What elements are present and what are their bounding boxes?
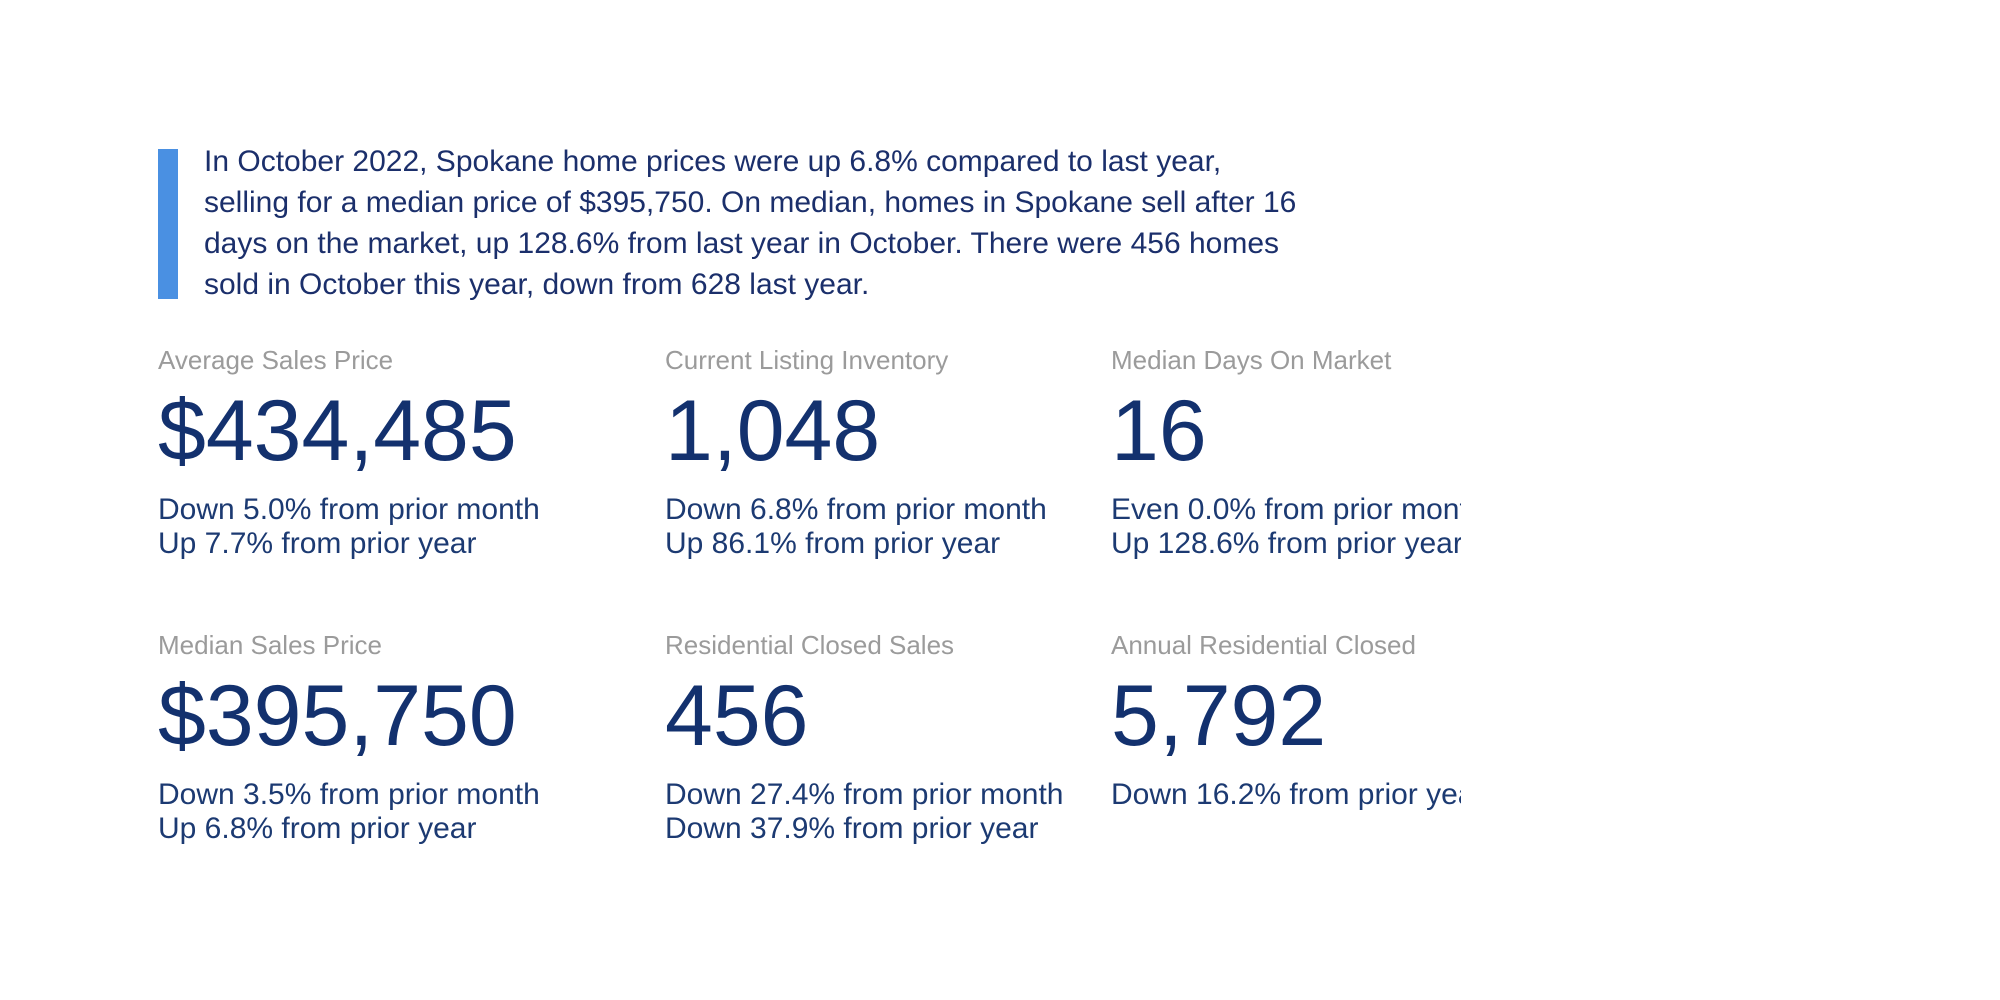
stat-details: Down 5.0% from prior month Up 7.7% from … [158,493,665,561]
summary-line: days on the market, up 128.6% from last … [204,227,1280,260]
stat-label: Annual Residential Closed [1111,630,1416,660]
stat-change-month: Down 6.8% from prior month [665,493,1047,526]
stat-card-median-sales-price: Median Sales Price $395,750 Down 3.5% fr… [158,630,665,846]
stat-change-month: Down 3.5% from prior month [158,778,540,811]
stat-label: Average Sales Price [158,345,394,375]
stat-details: Down 27.4% from prior month Down 37.9% f… [665,778,1111,846]
stat-change-year: Down 37.9% from prior year [665,812,1039,845]
stat-change-year: Up 6.8% from prior year [158,812,477,845]
stat-label: Residential Closed Sales [665,630,955,660]
stat-details: Down 3.5% from prior month Up 6.8% from … [158,778,665,846]
summary-line: selling for a median price of $395,750. … [204,186,1297,219]
stat-change-year: Up 86.1% from prior year [665,527,1001,560]
stat-label: Median Days On Market [1111,345,1392,375]
stat-change-month: Down 27.4% from prior month [665,778,1064,811]
market-summary-text: In October 2022, Spokane home prices wer… [204,141,1296,305]
stat-change-month: Even 0.0% from prior month [1111,493,1461,526]
stat-value: 5,792 [1111,668,1327,764]
stat-value: $434,485 [158,383,517,479]
market-stats-grid: Average Sales Price $434,485 Down 5.0% f… [158,345,1461,846]
stat-card-annual-residential-closed: Annual Residential Closed 5,792 Down 16.… [1111,630,1461,846]
stat-card-average-sales-price: Average Sales Price $434,485 Down 5.0% f… [158,345,665,561]
stat-details: Down 16.2% from prior year [1111,778,1461,812]
stat-change-year: Down 16.2% from prior year [1111,778,1461,811]
stat-card-median-days-on-market: Median Days On Market 16 Even 0.0% from … [1111,345,1461,561]
stat-change-year: Up 128.6% from prior year [1111,527,1461,560]
market-summary-quote: In October 2022, Spokane home prices wer… [158,141,1296,305]
stat-value: $395,750 [158,668,517,764]
stat-details: Even 0.0% from prior month Up 128.6% fro… [1111,493,1461,561]
stat-label: Current Listing Inventory [665,345,949,375]
stat-change-month: Down 5.0% from prior month [158,493,540,526]
stat-value: 1,048 [665,383,881,479]
quote-accent-bar [158,149,178,299]
stat-label: Median Sales Price [158,630,382,660]
stat-value: 16 [1111,383,1207,479]
stat-card-current-listing-inventory: Current Listing Inventory 1,048 Down 6.8… [665,345,1111,561]
stat-value: 456 [665,668,809,764]
stat-details: Down 6.8% from prior month Up 86.1% from… [665,493,1111,561]
stat-change-year: Up 7.7% from prior year [158,527,477,560]
summary-line: sold in October this year, down from 628… [204,268,870,301]
summary-line: In October 2022, Spokane home prices wer… [204,145,1222,178]
stat-card-residential-closed-sales: Residential Closed Sales 456 Down 27.4% … [665,630,1111,846]
